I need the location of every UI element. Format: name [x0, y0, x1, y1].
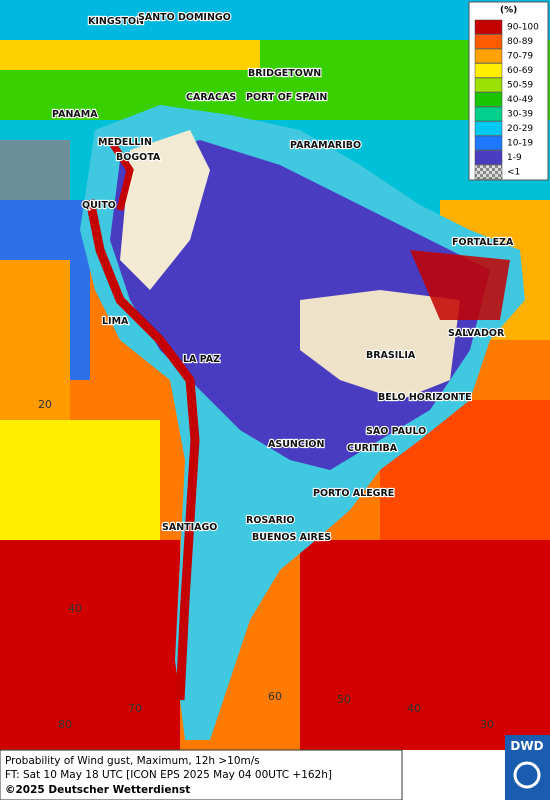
grid-label: 50 [337, 693, 351, 706]
legend-label: 70-79 [507, 52, 533, 62]
legend-swatch [474, 150, 503, 165]
footer-line1: Probability of Wind gust, Maximum, 12h >… [5, 755, 260, 767]
grid-label: 70 [128, 702, 142, 715]
legend-swatch [474, 19, 503, 35]
city-label: BRASILIA [366, 350, 416, 361]
grid-label: 20 [38, 398, 52, 411]
logo-box [505, 735, 550, 800]
legend-label: 10-19 [507, 139, 533, 149]
city-label: PARAMARIBO [290, 140, 361, 151]
legend-swatch [474, 135, 503, 151]
legend-label: 60-69 [507, 66, 533, 76]
city-label: PANAMA [52, 109, 98, 120]
grid-label: 80 [58, 718, 72, 731]
legend: (%) 90-100 80-89 70-79 60-69 50-59 40-49 30-39… [468, 1, 549, 181]
city-label: CARACAS [186, 92, 236, 103]
city-label: SANTIAGO [162, 522, 217, 533]
legend-label: <1 [507, 168, 520, 178]
city-label: BOGOTA [116, 152, 161, 163]
city-label: LIMA [102, 316, 129, 327]
copyright: ©2025 Deutscher Wetterdienst [5, 784, 190, 796]
grid-label: 40 [68, 602, 82, 615]
legend-label: 20-29 [507, 124, 533, 134]
legend-swatch [474, 92, 503, 107]
city-label: SANTO DOMINGO [138, 12, 231, 23]
logo: DWD [510, 739, 543, 753]
city-label: LA PAZ [183, 354, 220, 365]
legend-swatch [474, 63, 503, 78]
grid-label: 40 [407, 702, 421, 715]
footer: Probability of Wind gust, Maximum, 12h >… [0, 735, 550, 800]
legend-swatch [474, 164, 503, 180]
city-label: MEDELLIN [98, 137, 152, 148]
city-label: SAO PAULO [366, 426, 426, 437]
legend-label: 90-100 [507, 23, 539, 33]
city-label: ROSARIO [246, 515, 295, 526]
city-label: ASUNCION [268, 439, 324, 450]
legend-label: 40-49 [507, 95, 533, 105]
city-label: BUENOS AIRES [252, 532, 331, 543]
city-label: PORT OF SPAIN [246, 92, 327, 103]
legend-label: 30-39 [507, 110, 533, 120]
legend-swatch [474, 34, 503, 49]
continent [80, 105, 525, 740]
city-label: BELO HORIZONTE [378, 392, 472, 403]
grid-labels: 20 40 80 70 60 50 40 30 [38, 398, 494, 731]
grid-label: 60 [268, 690, 282, 703]
city-label: BRIDGETOWN [248, 68, 321, 79]
city-label: PORTO ALEGRE [313, 488, 394, 499]
city-label: KINGSTON [88, 16, 144, 27]
city-label: SALVADOR [448, 328, 505, 339]
legend-title: (%) [500, 6, 517, 16]
city-label: FORTALEZA [452, 237, 514, 248]
city-label: QUITO [82, 200, 116, 211]
legend-swatch [474, 106, 503, 122]
legend-label: 1-9 [507, 153, 522, 163]
city-label: CURITIBA [347, 443, 398, 454]
legend-swatch [474, 121, 503, 136]
legend-swatch [474, 77, 503, 93]
grid-label: 30 [480, 718, 494, 731]
legend-label: 50-59 [507, 81, 533, 91]
legend-swatch [474, 48, 503, 64]
legend-label: 80-89 [507, 37, 533, 47]
footer-line2: FT: Sat 10 May 18 UTC [ICON EPS 2025 May… [5, 769, 332, 781]
